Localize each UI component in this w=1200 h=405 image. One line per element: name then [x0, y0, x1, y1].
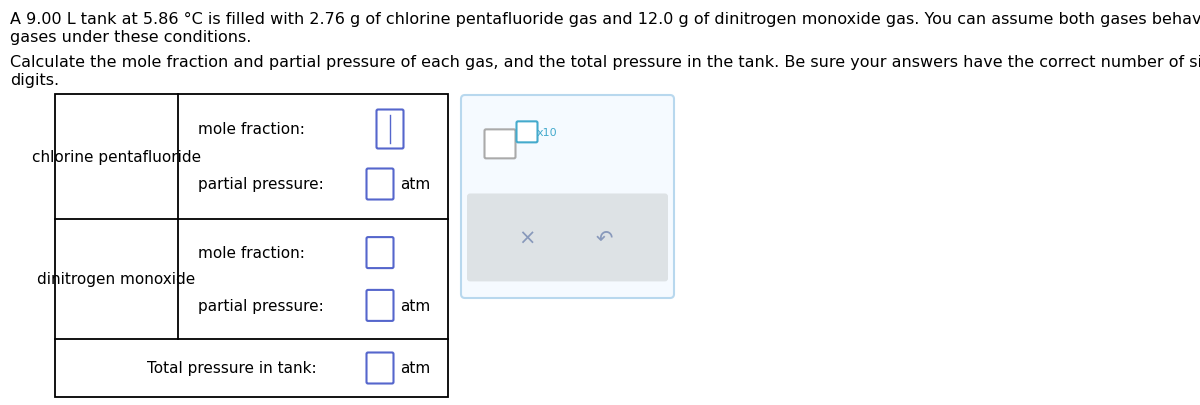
FancyBboxPatch shape — [516, 122, 538, 143]
FancyBboxPatch shape — [366, 169, 394, 200]
Text: partial pressure:: partial pressure: — [198, 298, 324, 313]
Text: mole fraction:: mole fraction: — [198, 122, 305, 137]
Bar — [55, 95, 448, 397]
FancyBboxPatch shape — [366, 290, 394, 321]
Text: ↶: ↶ — [595, 228, 613, 248]
Text: partial pressure:: partial pressure: — [198, 177, 324, 192]
FancyBboxPatch shape — [461, 96, 674, 298]
FancyBboxPatch shape — [467, 194, 668, 282]
Text: atm: atm — [400, 177, 431, 192]
FancyBboxPatch shape — [377, 110, 403, 149]
Text: Calculate the mole fraction and partial pressure of each gas, and the total pres: Calculate the mole fraction and partial … — [10, 55, 1200, 70]
FancyBboxPatch shape — [485, 130, 516, 159]
Text: atm: atm — [400, 360, 431, 375]
Text: mole fraction:: mole fraction: — [198, 245, 305, 260]
FancyBboxPatch shape — [366, 237, 394, 269]
FancyBboxPatch shape — [366, 353, 394, 384]
Text: x10: x10 — [538, 128, 558, 138]
Text: ×: × — [517, 228, 535, 248]
Text: atm: atm — [400, 298, 431, 313]
Text: chlorine pentafluoride: chlorine pentafluoride — [32, 149, 202, 164]
Text: A 9.00 L tank at 5.86 °C is filled with 2.76 g of chlorine pentafluoride gas and: A 9.00 L tank at 5.86 °C is filled with … — [10, 12, 1200, 27]
Text: dinitrogen monoxide: dinitrogen monoxide — [37, 272, 196, 287]
Text: digits.: digits. — [10, 73, 59, 88]
Text: gases under these conditions.: gases under these conditions. — [10, 30, 251, 45]
Text: Total pressure in tank:: Total pressure in tank: — [146, 360, 317, 375]
